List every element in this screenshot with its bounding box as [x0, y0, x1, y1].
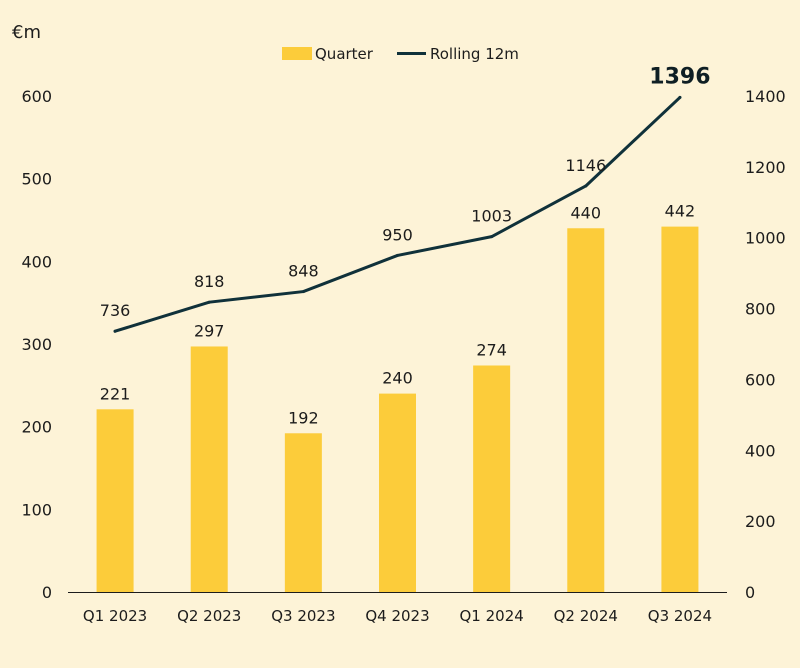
- quarter-bar: [96, 409, 134, 592]
- y-right-tick-label: 600: [745, 370, 776, 389]
- rolling-12m-point: [490, 235, 494, 239]
- bars-series: [96, 226, 699, 592]
- y-right-tick-label: 1200: [745, 158, 786, 177]
- y-left-tick-label: 200: [21, 418, 52, 437]
- x-category-label: Q1 2023: [83, 607, 147, 625]
- bar-value-label: 192: [288, 408, 319, 427]
- bar-value-label: 240: [382, 369, 413, 388]
- quarter-bar: [661, 226, 699, 592]
- bar-value-label: 440: [571, 203, 602, 222]
- y-right-tick-label: 1400: [745, 87, 786, 106]
- legend-rolling-label: Rolling 12m: [430, 45, 519, 63]
- rolling-12m-point: [113, 329, 117, 333]
- line-value-label: 848: [288, 262, 319, 281]
- quarter-bar: [284, 433, 322, 592]
- bar-value-label: 297: [194, 321, 225, 340]
- y-right-tick-label: 0: [745, 583, 755, 602]
- y-right-tick-label: 1000: [745, 229, 786, 248]
- unit-label: €m: [12, 22, 41, 43]
- x-category-label: Q2 2023: [177, 607, 241, 625]
- line-value-label: 950: [382, 225, 413, 244]
- bar-value-label: 221: [100, 384, 131, 403]
- quarter-bar: [379, 393, 416, 592]
- y-right-tick-label: 800: [745, 300, 776, 319]
- legend-quarter-swatch: [282, 47, 312, 60]
- line-value-label: 818: [194, 272, 225, 291]
- y-left-tick-label: 100: [21, 500, 52, 519]
- rolling-12m-point: [301, 290, 305, 294]
- quarter-bar: [473, 365, 511, 592]
- line-value-label: 1146: [565, 156, 606, 175]
- y-left-tick-label: 500: [21, 170, 52, 189]
- x-category-label: Q1 2024: [459, 607, 523, 625]
- y-left-tick-label: 0: [42, 583, 52, 602]
- line-value-label: 736: [100, 301, 131, 320]
- line-value-label-highlight: 1396: [649, 64, 710, 89]
- bar-value-label: 442: [665, 202, 696, 221]
- data-labels: 221 297 192 240 274 440 442 736 818 848 950 1003 114…: [100, 64, 711, 427]
- line-value-label: 1003: [471, 207, 512, 226]
- rolling-12m-point: [207, 300, 211, 304]
- rolling-12m-point: [584, 184, 588, 188]
- y-right-tick-label: 200: [745, 512, 776, 531]
- rolling-12m-point: [396, 253, 399, 257]
- legend: Quarter Rolling 12m: [282, 45, 519, 63]
- y-left-tick-label: 300: [21, 335, 52, 354]
- x-category-label: Q3 2024: [648, 607, 712, 625]
- quarter-bar: [567, 228, 605, 592]
- x-category-label: Q3 2023: [271, 607, 335, 625]
- y-right-tick-label: 400: [745, 441, 776, 460]
- rolling-12m-point: [678, 95, 682, 99]
- axes: 0 100 200 300 400 500 600 0 200 400 600 800 1000 1200…: [21, 87, 785, 625]
- y-left-tick-label: 600: [21, 87, 52, 106]
- rolling-line-series: [113, 95, 682, 333]
- bar-value-label: 274: [476, 340, 507, 359]
- legend-quarter-label: Quarter: [315, 45, 374, 63]
- y-left-tick-label: 400: [21, 252, 52, 271]
- x-category-label: Q4 2023: [365, 607, 429, 625]
- x-category-label: Q2 2024: [554, 607, 618, 625]
- quarter-bar: [190, 346, 228, 592]
